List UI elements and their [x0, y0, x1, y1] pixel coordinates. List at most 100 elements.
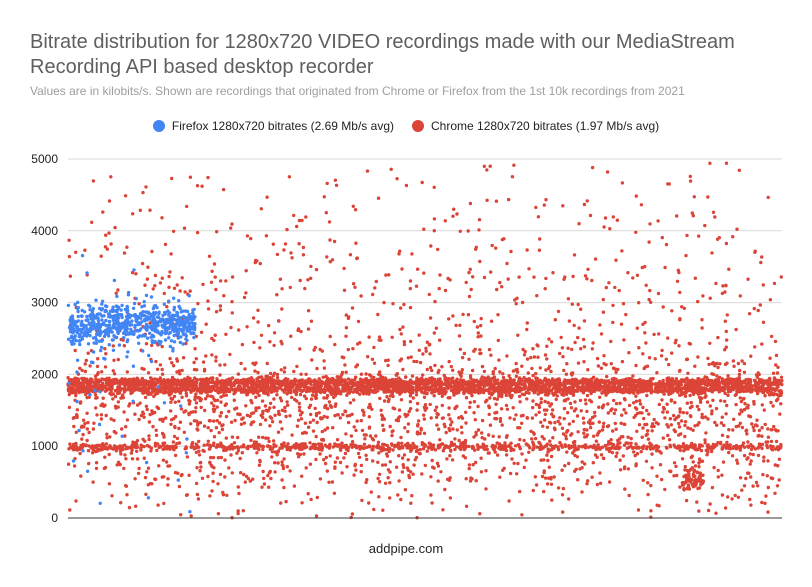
- data-point: [586, 368, 590, 372]
- legend-item-chrome[interactable]: Chrome 1280x720 bitrates (1.97 Mb/s avg): [412, 119, 659, 133]
- data-point: [700, 396, 704, 400]
- data-point: [224, 393, 228, 397]
- data-point: [103, 365, 108, 369]
- data-point: [125, 370, 129, 374]
- data-point: [236, 435, 240, 440]
- data-point: [74, 499, 78, 503]
- data-point: [685, 401, 689, 405]
- data-point: [68, 390, 72, 394]
- data-point: [157, 464, 161, 468]
- data-point: [773, 339, 778, 344]
- data-point: [658, 463, 663, 467]
- data-point: [711, 387, 715, 391]
- data-point: [508, 379, 513, 383]
- data-point: [549, 443, 553, 447]
- data-point: [678, 410, 682, 414]
- data-point: [161, 447, 165, 451]
- y-tick-label: 1000: [31, 439, 58, 453]
- data-point: [643, 331, 647, 335]
- data-point: [487, 451, 491, 455]
- data-point: [523, 379, 527, 384]
- data-point: [371, 444, 376, 449]
- data-point: [397, 446, 401, 450]
- data-point: [406, 422, 411, 426]
- data-point: [448, 423, 453, 427]
- data-point: [424, 346, 428, 350]
- data-point: [650, 389, 654, 393]
- data-point: [311, 429, 316, 433]
- data-point: [126, 381, 130, 385]
- data-point: [253, 383, 257, 387]
- data-point: [734, 402, 738, 407]
- data-point: [400, 470, 405, 474]
- data-point: [542, 408, 547, 412]
- data-point: [557, 379, 561, 383]
- data-point: [223, 458, 227, 462]
- data-point: [514, 361, 518, 366]
- data-point: [238, 380, 242, 385]
- data-point: [433, 448, 438, 452]
- data-point: [641, 352, 645, 356]
- data-point: [669, 385, 673, 390]
- data-point: [612, 386, 616, 391]
- data-point: [210, 353, 214, 357]
- data-point: [721, 460, 726, 464]
- data-point: [530, 381, 534, 385]
- y-tick-label: 2000: [31, 367, 58, 381]
- data-point: [646, 437, 651, 441]
- data-point: [82, 377, 86, 381]
- data-point: [568, 401, 573, 406]
- data-point: [363, 437, 367, 441]
- data-point: [567, 461, 571, 466]
- data-point: [417, 333, 421, 337]
- data-point: [563, 464, 567, 468]
- data-point: [413, 446, 417, 450]
- data-point: [426, 387, 431, 392]
- data-point: [394, 373, 398, 377]
- data-point: [135, 449, 139, 453]
- data-point: [408, 386, 412, 390]
- data-point: [280, 383, 284, 388]
- data-point: [257, 435, 261, 439]
- data-point: [398, 383, 403, 387]
- data-point: [586, 479, 590, 483]
- data-point: [338, 381, 342, 386]
- data-point: [570, 347, 574, 352]
- data-point: [639, 450, 643, 454]
- data-point: [550, 381, 554, 385]
- data-point: [119, 501, 123, 505]
- data-point: [402, 380, 407, 384]
- data-point: [501, 375, 506, 380]
- data-point: [733, 377, 737, 382]
- data-point: [619, 322, 624, 326]
- data-point: [389, 442, 394, 446]
- data-point: [472, 378, 476, 382]
- data-point: [406, 429, 410, 434]
- data-point: [599, 453, 604, 457]
- data-point: [321, 375, 325, 379]
- data-point: [178, 379, 182, 383]
- data-point: [229, 325, 233, 330]
- data-point: [769, 334, 774, 339]
- data-point: [461, 378, 466, 383]
- data-point: [646, 481, 650, 485]
- data-point: [286, 403, 290, 407]
- data-point: [634, 394, 638, 398]
- data-point: [342, 389, 346, 393]
- data-point: [346, 382, 350, 386]
- data-point: [469, 383, 473, 387]
- data-point: [406, 442, 410, 446]
- data-point: [201, 360, 206, 364]
- data-point: [308, 447, 312, 451]
- legend-item-firefox[interactable]: Firefox 1280x720 bitrates (2.69 Mb/s avg…: [152, 119, 394, 133]
- data-point: [93, 393, 98, 397]
- data-point: [489, 384, 494, 388]
- data-point: [196, 428, 200, 432]
- data-point: [634, 442, 638, 446]
- data-point: [325, 415, 329, 419]
- data-point: [85, 438, 89, 443]
- data-point: [636, 378, 640, 383]
- data-point: [367, 392, 371, 396]
- data-point: [105, 380, 110, 385]
- data-point: [769, 400, 773, 405]
